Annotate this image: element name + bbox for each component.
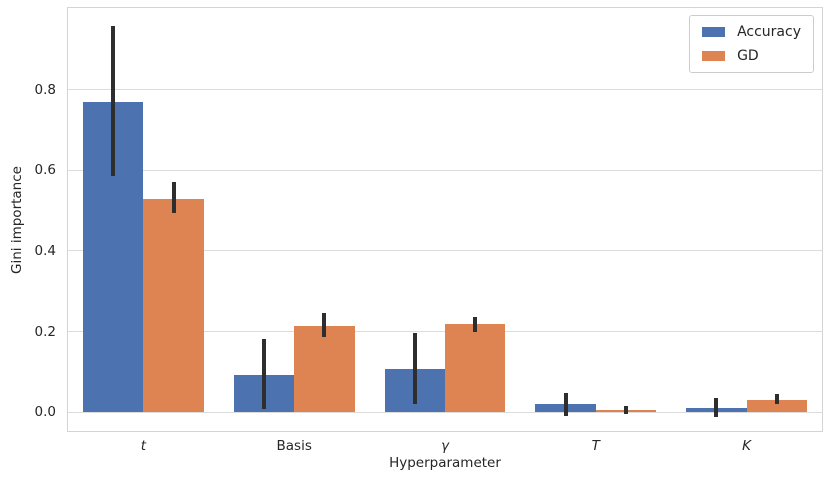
error-bar xyxy=(412,333,417,404)
gridline xyxy=(68,89,822,91)
error-bar xyxy=(473,316,478,333)
gridline xyxy=(68,169,822,171)
error-bar xyxy=(171,181,176,214)
error-bar xyxy=(623,405,628,415)
bar-gd-Basis xyxy=(294,325,355,413)
error-bar xyxy=(111,26,116,177)
y-tick-label: 0.2 xyxy=(34,323,56,340)
gridline xyxy=(68,250,822,252)
x-tick-label: K xyxy=(742,438,752,454)
x-tick-label: γ xyxy=(440,438,449,454)
error-bar xyxy=(563,393,568,417)
plot-area xyxy=(67,7,823,432)
bar-gd-t xyxy=(143,198,204,413)
x-tick-label: t xyxy=(140,438,147,454)
legend-item-gd: GD xyxy=(702,48,801,64)
legend-label-accuracy: Accuracy xyxy=(737,24,801,40)
legend-item-accuracy: Accuracy xyxy=(702,24,801,40)
accuracy-color-swatch xyxy=(702,27,726,37)
bar-gd-γ xyxy=(445,324,506,413)
x-tick-label: T xyxy=(591,438,600,454)
bar-gd-K xyxy=(746,399,807,413)
legend-label-gd: GD xyxy=(737,48,759,64)
error-bar xyxy=(774,394,779,405)
y-tick-label: 0.4 xyxy=(34,242,56,259)
error-bar xyxy=(262,338,267,410)
error-bar xyxy=(322,312,327,337)
legend: Accuracy GD xyxy=(689,15,814,73)
y-tick-label: 0.0 xyxy=(34,404,56,421)
gd-color-swatch xyxy=(702,51,726,61)
error-bar xyxy=(714,398,719,418)
gridline xyxy=(68,411,822,413)
y-tick-label: 0.8 xyxy=(34,81,56,98)
x-tick-label: Basis xyxy=(276,438,312,454)
x-axis-label: Hyperparameter xyxy=(389,455,501,471)
y-tick-label: 0.6 xyxy=(34,162,56,179)
